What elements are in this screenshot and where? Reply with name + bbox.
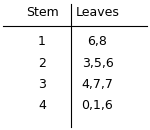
Text: 4: 4 <box>38 99 46 112</box>
Text: 2: 2 <box>38 57 46 70</box>
Text: Stem: Stem <box>26 6 58 20</box>
Text: 6,8: 6,8 <box>88 35 107 48</box>
Text: 0,1,6: 0,1,6 <box>82 99 113 112</box>
Text: 4,7,7: 4,7,7 <box>82 78 113 91</box>
Text: 1: 1 <box>38 35 46 48</box>
Text: 3,5,6: 3,5,6 <box>82 57 113 70</box>
Text: Leaves: Leaves <box>76 6 119 20</box>
Text: 3: 3 <box>38 78 46 91</box>
